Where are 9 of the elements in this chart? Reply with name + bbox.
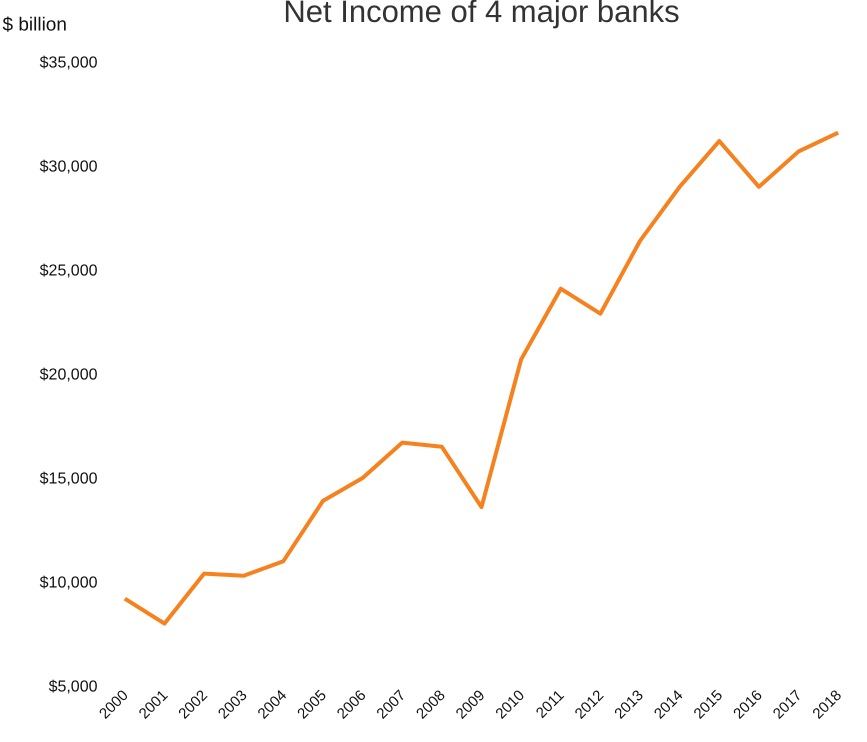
y-tick-label: $35,000 (40, 54, 98, 72)
y-axis-title: $ billion (2, 14, 67, 36)
line-series (122, 130, 840, 626)
y-tick-label: $10,000 (40, 574, 98, 592)
y-tick-label: $30,000 (40, 158, 98, 176)
y-tick-label: $15,000 (40, 470, 98, 488)
y-tick-label: $5,000 (48, 678, 98, 696)
y-tick-label: $25,000 (40, 262, 98, 280)
y-tick-label: $20,000 (40, 366, 98, 384)
